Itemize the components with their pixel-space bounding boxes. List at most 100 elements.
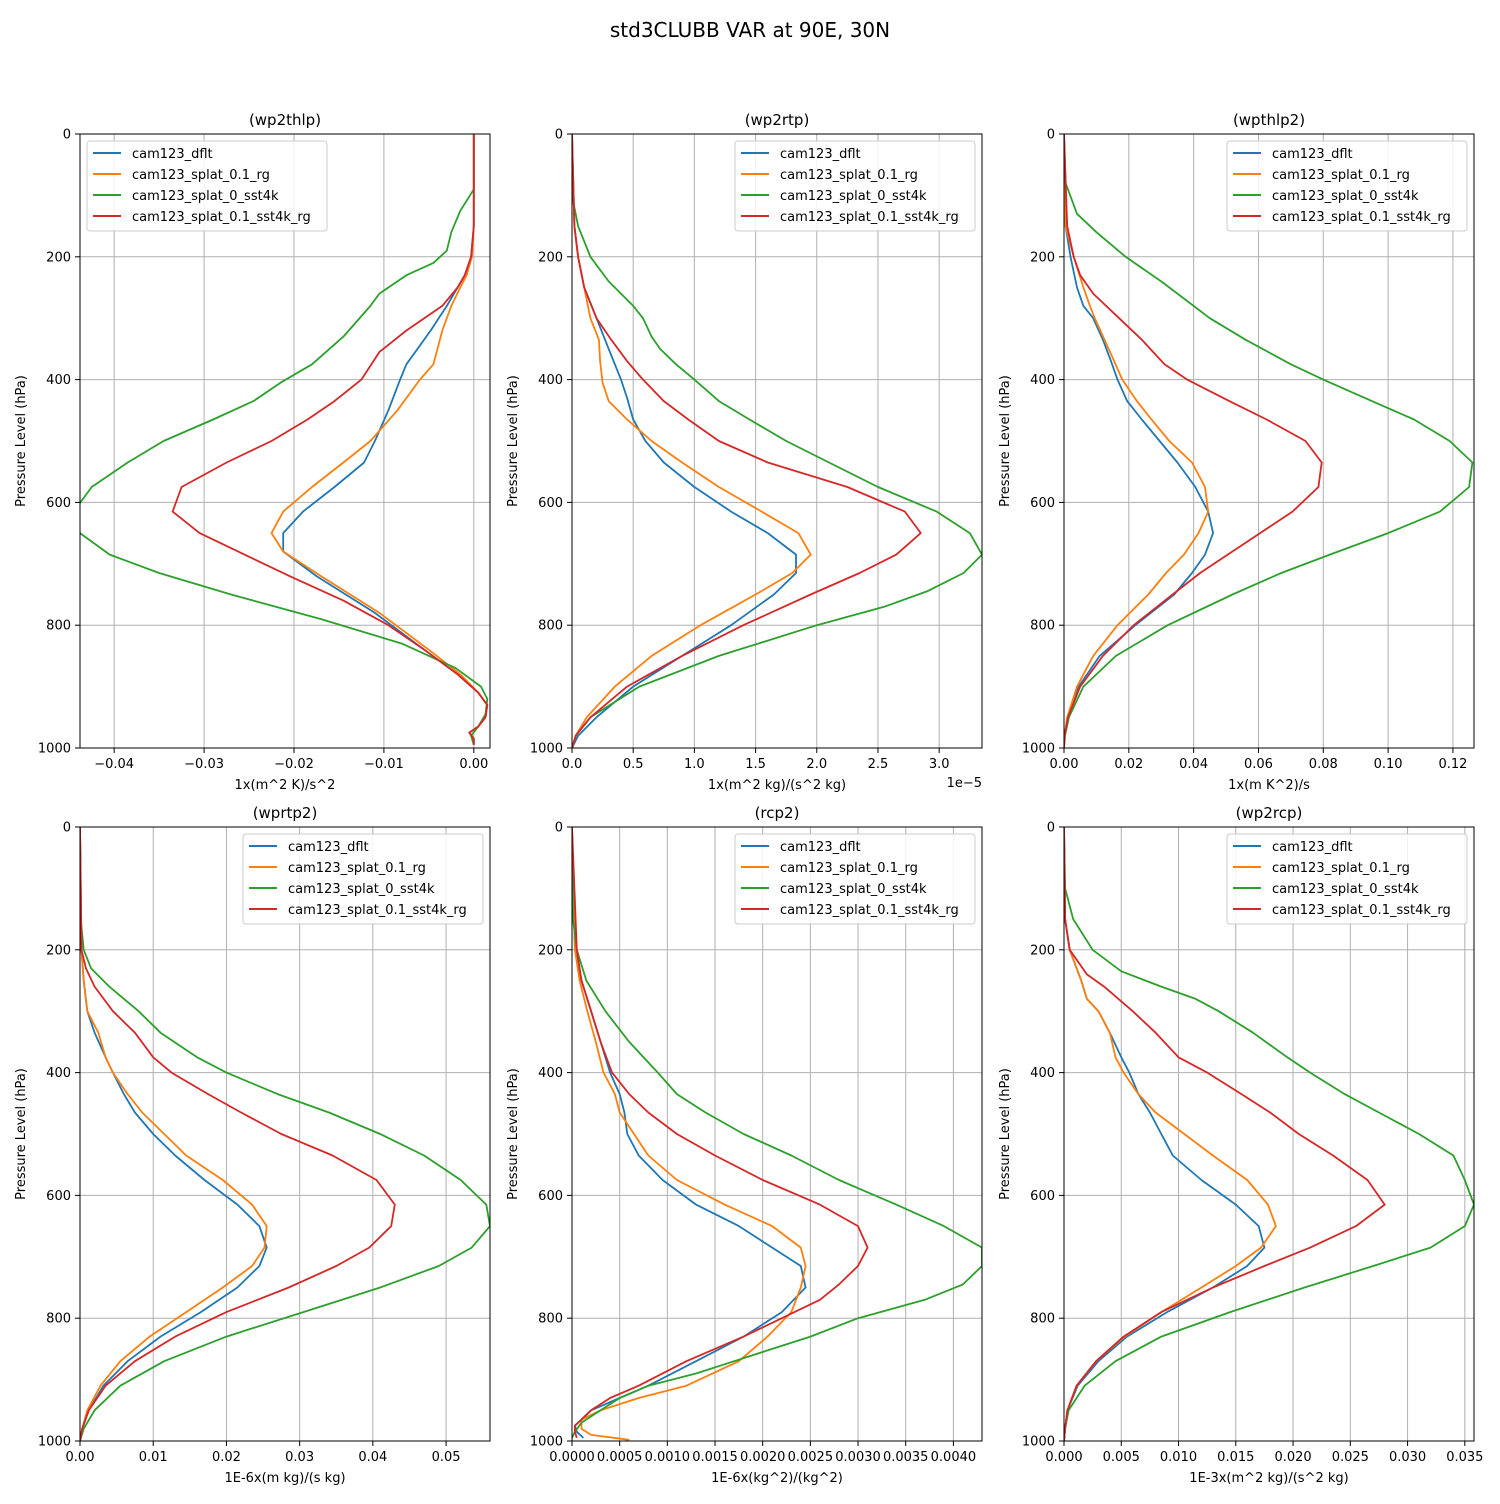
series-line bbox=[572, 134, 982, 748]
legend: cam123_dflt cam123_splat_0.1_rg cam123_spl… bbox=[734, 833, 976, 925]
x-tick-label: 0.02 bbox=[212, 1450, 241, 1465]
y-tick-label: 400 bbox=[1030, 1066, 1055, 1081]
series-line bbox=[1064, 134, 1474, 748]
x-tick-label: 0.030 bbox=[1389, 1450, 1426, 1465]
series-line bbox=[80, 134, 489, 746]
y-axis-label: Pressure Level (hPa) bbox=[14, 375, 29, 507]
y-axis-label: Pressure Level (hPa) bbox=[506, 375, 521, 507]
x-tick-label: −0.04 bbox=[94, 757, 134, 772]
y-tick-label: 200 bbox=[538, 943, 563, 958]
x-axis-label: 1x(m K^2)/s bbox=[1228, 778, 1310, 793]
y-tick-label: 0 bbox=[555, 821, 563, 836]
x-tick-label: 2.5 bbox=[868, 757, 889, 772]
axes-frame bbox=[79, 826, 491, 1442]
x-tick-label: 0.04 bbox=[358, 1450, 387, 1465]
series-line bbox=[80, 827, 490, 1441]
legend-label: cam123_splat_0.1_rg bbox=[288, 861, 426, 876]
legend-box bbox=[242, 833, 484, 925]
legend-box bbox=[1226, 140, 1468, 232]
series-line bbox=[1064, 827, 1474, 1441]
x-tick-label: 0.0 bbox=[562, 757, 583, 772]
legend: cam123_dflt cam123_splat_0.1_rg cam123_spl… bbox=[1226, 833, 1468, 925]
legend-label: cam123_splat_0.1_rg bbox=[132, 168, 270, 183]
x-tick-label: 0.010 bbox=[1160, 1450, 1197, 1465]
series-line bbox=[80, 827, 268, 1441]
y-tick-label: 0 bbox=[555, 128, 563, 143]
legend: cam123_dflt cam123_splat_0.1_rg cam123_spl… bbox=[1226, 140, 1468, 232]
x-axis-label: 1E-6x(m kg)/(s kg) bbox=[224, 1471, 345, 1486]
legend-box bbox=[1226, 833, 1468, 925]
legend-box bbox=[734, 833, 976, 925]
chart-title: (rcp2) bbox=[755, 804, 800, 822]
axes-frame bbox=[571, 826, 983, 1442]
x-tick-label: 1.5 bbox=[745, 757, 766, 772]
chart-title: (wp2rcp) bbox=[1236, 804, 1303, 822]
x-tick-label: 0.04 bbox=[1179, 757, 1208, 772]
y-tick-label: 0 bbox=[1047, 821, 1055, 836]
series-line bbox=[1064, 134, 1323, 748]
legend-label: cam123_dflt bbox=[132, 147, 213, 162]
chart-title: (wp2thlp) bbox=[249, 111, 321, 129]
chart-panel: 0.000 0.005 0.010 0.015 0.020 0.025 0.030 0.035… bbox=[998, 804, 1483, 1486]
y-axis-label: Pressure Level (hPa) bbox=[998, 375, 1013, 507]
x-tick-label: 0.0035 bbox=[883, 1450, 929, 1465]
legend-label: cam123_splat_0.1_sst4k_rg bbox=[1272, 210, 1451, 225]
legend-label: cam123_splat_0.1_sst4k_rg bbox=[780, 903, 959, 918]
x-tick-label: 0.005 bbox=[1103, 1450, 1140, 1465]
y-tick-label: 400 bbox=[538, 1066, 563, 1081]
legend-label: cam123_dflt bbox=[780, 840, 861, 855]
legend-label: cam123_splat_0_sst4k bbox=[288, 882, 435, 897]
y-tick-label: 800 bbox=[1030, 1312, 1055, 1327]
x-tick-label: 0.12 bbox=[1438, 757, 1467, 772]
y-tick-label: 1000 bbox=[1022, 742, 1055, 757]
x-tick-label: 0.02 bbox=[1114, 757, 1143, 772]
x-tick-label: 0.035 bbox=[1446, 1450, 1483, 1465]
series-line bbox=[171, 134, 489, 745]
legend-label: cam123_splat_0.1_sst4k_rg bbox=[1272, 903, 1451, 918]
chart-panel: 0.0000 0.0005 0.0010 0.0015 0.0020 0.0025 0.00… bbox=[506, 804, 983, 1486]
y-tick-label: 800 bbox=[46, 619, 71, 634]
x-tick-label: 0.0020 bbox=[740, 1450, 786, 1465]
series-line bbox=[572, 827, 869, 1439]
series-line bbox=[1064, 827, 1386, 1441]
legend: cam123_dflt cam123_splat_0.1_rg cam123_spl… bbox=[242, 833, 484, 925]
y-tick-label: 1000 bbox=[38, 742, 71, 757]
x-tick-label: 0.01 bbox=[139, 1450, 168, 1465]
legend-label: cam123_dflt bbox=[780, 147, 861, 162]
axes-frame bbox=[1063, 826, 1475, 1442]
y-tick-label: 1000 bbox=[1022, 1435, 1055, 1450]
x-axis-label: 1x(m^2 K)/s^2 bbox=[235, 778, 336, 793]
chart-title: (wprtp2) bbox=[253, 804, 318, 822]
x-tick-label: 0.025 bbox=[1332, 1450, 1369, 1465]
x-tick-label: 0.0010 bbox=[645, 1450, 691, 1465]
y-tick-label: 800 bbox=[538, 619, 563, 634]
y-tick-label: 1000 bbox=[530, 742, 563, 757]
series-line bbox=[572, 134, 812, 748]
x-tick-label: 0.0040 bbox=[931, 1450, 977, 1465]
y-tick-label: 0 bbox=[63, 821, 71, 836]
x-tick-label: 2.0 bbox=[806, 757, 827, 772]
y-tick-label: 800 bbox=[46, 1312, 71, 1327]
chart-panel: 0.00 0.02 0.04 0.06 0.08 0.10 0.12 0 200 400 600 80… bbox=[998, 111, 1475, 793]
x-tick-label: 3.0 bbox=[929, 757, 950, 772]
legend-box bbox=[734, 140, 976, 232]
y-tick-label: 200 bbox=[1030, 250, 1055, 265]
y-tick-label: 200 bbox=[538, 250, 563, 265]
series-line bbox=[80, 827, 268, 1441]
legend: cam123_dflt cam123_splat_0.1_rg cam123_spl… bbox=[86, 140, 328, 232]
axes-frame bbox=[1063, 133, 1475, 749]
legend-label: cam123_splat_0.1_rg bbox=[1272, 861, 1410, 876]
y-tick-label: 0 bbox=[63, 128, 71, 143]
x-tick-label: 0.0025 bbox=[788, 1450, 834, 1465]
y-tick-label: 400 bbox=[538, 373, 563, 388]
y-tick-label: 600 bbox=[46, 1189, 71, 1204]
x-tick-label: 0.08 bbox=[1309, 757, 1338, 772]
figure-title: std3CLUBB VAR at 90E, 30N bbox=[610, 18, 890, 42]
series-line bbox=[1064, 134, 1210, 748]
x-tick-label: 0.015 bbox=[1217, 1450, 1254, 1465]
y-tick-label: 600 bbox=[1030, 496, 1055, 511]
legend-label: cam123_splat_0_sst4k bbox=[780, 189, 927, 204]
x-tick-label: −0.01 bbox=[364, 757, 404, 772]
y-tick-label: 200 bbox=[1030, 943, 1055, 958]
